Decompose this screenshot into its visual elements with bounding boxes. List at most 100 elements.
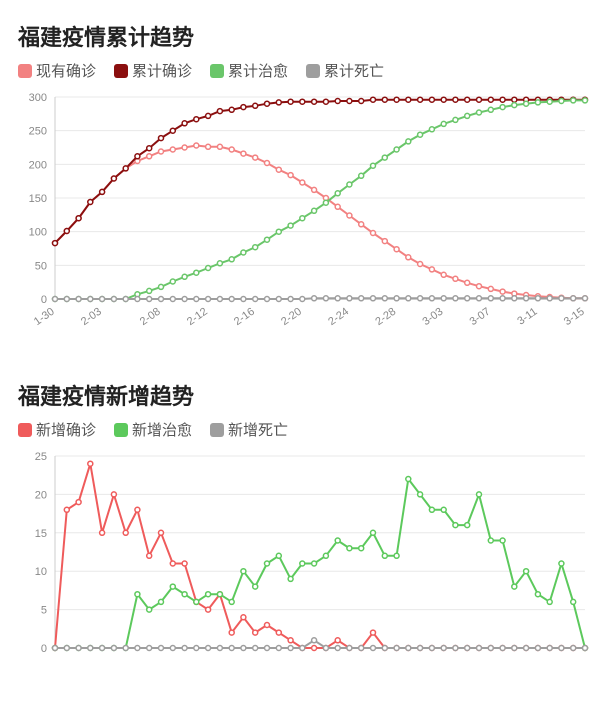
series-marker <box>206 113 211 118</box>
series-marker <box>323 646 328 651</box>
series-marker <box>488 538 493 543</box>
series-marker <box>571 599 576 604</box>
series-marker <box>159 530 164 535</box>
series-marker <box>76 500 81 505</box>
series-marker <box>359 296 364 301</box>
series-marker <box>547 646 552 651</box>
series-marker <box>182 274 187 279</box>
series-marker <box>229 646 234 651</box>
series-marker <box>88 646 93 651</box>
series-marker <box>135 646 140 651</box>
series-marker <box>477 646 482 651</box>
series-marker <box>406 477 411 482</box>
series-marker <box>512 103 517 108</box>
series-marker <box>288 297 293 302</box>
svg-text:2-08: 2-08 <box>138 306 163 328</box>
series-marker <box>559 646 564 651</box>
series-marker <box>206 646 211 651</box>
svg-text:10: 10 <box>35 566 47 578</box>
series-marker <box>111 646 116 651</box>
legend-swatch <box>306 64 320 78</box>
series-marker <box>488 646 493 651</box>
series-marker <box>500 646 505 651</box>
series-marker <box>300 297 305 302</box>
legend-label: 现有确诊 <box>36 60 96 81</box>
series-marker <box>100 530 105 535</box>
legend-item-total_dead: 累计死亡 <box>306 60 384 81</box>
svg-text:150: 150 <box>29 193 47 205</box>
series-marker <box>300 561 305 566</box>
series-marker <box>265 561 270 566</box>
series-marker <box>206 144 211 149</box>
legend-label: 新增死亡 <box>228 419 288 440</box>
series-marker <box>88 461 93 466</box>
series-marker <box>241 105 246 110</box>
series-marker <box>547 99 552 104</box>
series-marker <box>206 297 211 302</box>
series-marker <box>253 646 258 651</box>
series-marker <box>170 147 175 152</box>
series-marker <box>265 161 270 166</box>
svg-text:50: 50 <box>35 260 47 272</box>
series-marker <box>429 507 434 512</box>
series-marker <box>159 136 164 141</box>
series-marker <box>382 553 387 558</box>
series-marker <box>441 121 446 126</box>
new-trend-block: 福建疫情新增趋势 新增确诊新增治愈新增死亡 0510152025 <box>10 379 602 668</box>
series-marker <box>583 296 588 301</box>
series-marker <box>359 646 364 651</box>
series-marker <box>500 289 505 294</box>
series-marker <box>194 117 199 122</box>
series-marker <box>182 297 187 302</box>
series-marker <box>170 279 175 284</box>
svg-text:3-03: 3-03 <box>420 306 445 328</box>
series-marker <box>147 154 152 159</box>
series-marker <box>135 592 140 597</box>
series-marker <box>170 561 175 566</box>
svg-text:250: 250 <box>29 126 47 138</box>
series-marker <box>323 99 328 104</box>
svg-text:25: 25 <box>35 451 47 463</box>
series-marker <box>300 216 305 221</box>
series-marker <box>441 272 446 277</box>
series-marker <box>524 569 529 574</box>
series-marker <box>488 97 493 102</box>
legend-label: 累计治愈 <box>228 60 288 81</box>
series-marker <box>477 296 482 301</box>
series-marker <box>159 297 164 302</box>
series-marker <box>406 296 411 301</box>
svg-text:3-07: 3-07 <box>468 306 493 328</box>
series-marker <box>371 163 376 168</box>
series-marker <box>441 97 446 102</box>
series-marker <box>347 182 352 187</box>
series-marker <box>477 97 482 102</box>
series-marker <box>347 546 352 551</box>
legend-swatch <box>18 64 32 78</box>
series-line-total_confirmed <box>55 100 585 243</box>
series-marker <box>64 297 69 302</box>
svg-text:3-11: 3-11 <box>515 306 539 328</box>
series-marker <box>453 117 458 122</box>
series-marker <box>76 216 81 221</box>
series-marker <box>159 646 164 651</box>
series-marker <box>500 105 505 110</box>
series-marker <box>488 286 493 291</box>
series-marker <box>406 97 411 102</box>
svg-text:2-28: 2-28 <box>373 306 398 328</box>
new-trend-title: 福建疫情新增趋势 <box>18 379 602 411</box>
series-marker <box>512 584 517 589</box>
series-marker <box>429 267 434 272</box>
series-marker <box>300 99 305 104</box>
legend-item-new_cured: 新增治愈 <box>114 419 192 440</box>
series-marker <box>453 296 458 301</box>
series-marker <box>265 646 270 651</box>
series-marker <box>347 646 352 651</box>
series-marker <box>288 223 293 228</box>
series-marker <box>359 99 364 104</box>
series-marker <box>147 607 152 612</box>
series-marker <box>123 297 128 302</box>
series-marker <box>418 296 423 301</box>
series-marker <box>500 296 505 301</box>
series-marker <box>147 297 152 302</box>
series-marker <box>323 553 328 558</box>
